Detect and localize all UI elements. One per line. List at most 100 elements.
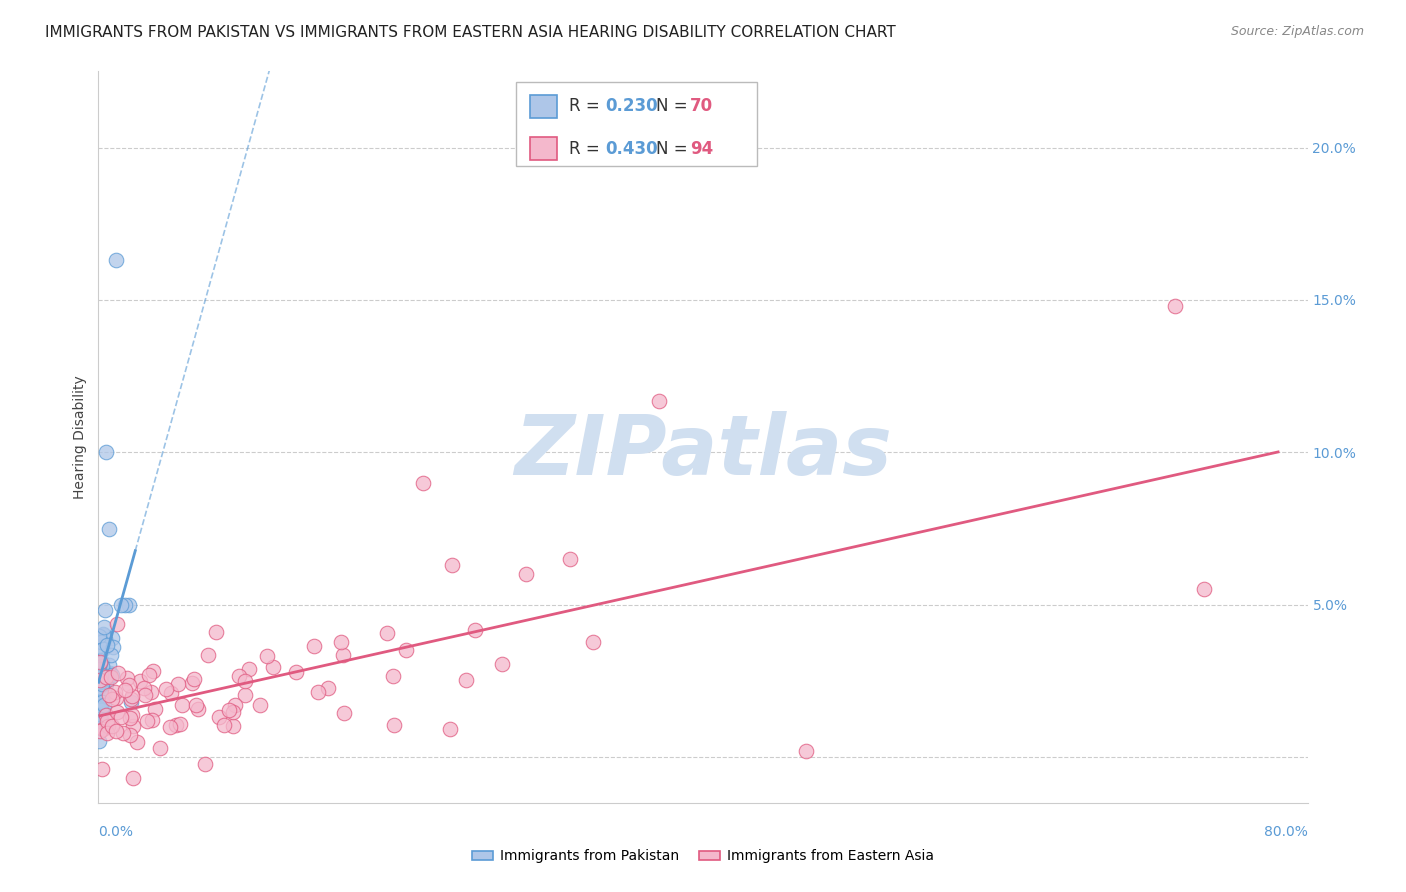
Point (91, 661, 114, 675)
Point (89, 723, 111, 738)
Point (97, 521, 120, 535)
Point (90, 657, 112, 671)
Point (105, 705, 128, 719)
Point (89, 721, 111, 735)
Point (90, 655, 112, 669)
Point (87, 639, 110, 653)
Point (90, 662, 112, 676)
Point (136, 714, 159, 728)
Point (412, 475, 434, 490)
Point (132, 681, 155, 695)
Point (142, 664, 165, 678)
Point (91, 677, 114, 691)
Point (107, 666, 129, 681)
Point (110, 710, 132, 724)
Point (159, 686, 181, 700)
Point (515, 567, 537, 582)
Point (114, 683, 136, 698)
Point (101, 668, 124, 682)
Point (262, 659, 284, 673)
Point (233, 673, 256, 688)
Point (93, 620, 115, 634)
Point (89, 688, 111, 702)
Point (90, 659, 112, 673)
Text: 94: 94 (690, 139, 713, 158)
Point (91, 642, 114, 657)
Point (441, 558, 464, 573)
Point (90, 702, 112, 716)
Point (89, 667, 111, 681)
Point (90, 684, 112, 698)
Point (204, 624, 226, 639)
Point (91, 655, 114, 669)
Point (104, 724, 127, 739)
Point (94, 677, 117, 691)
Point (89, 653, 111, 667)
Point (96, 670, 118, 684)
Point (167, 677, 190, 691)
Point (121, 690, 143, 704)
Point (90, 695, 112, 709)
Point (96, 669, 118, 683)
Point (91, 685, 114, 699)
Point (120, 711, 142, 725)
Point (89, 629, 111, 643)
Point (89, 674, 111, 689)
Point (93, 632, 115, 646)
Point (464, 623, 486, 637)
Text: 80.0%: 80.0% (1264, 825, 1308, 838)
Point (89, 670, 111, 684)
FancyBboxPatch shape (530, 136, 557, 161)
Text: 0.0%: 0.0% (98, 825, 134, 838)
Point (103, 640, 125, 655)
Y-axis label: Hearing Disability: Hearing Disability (73, 376, 87, 499)
Point (93, 628, 115, 642)
Point (332, 648, 354, 663)
Point (114, 598, 136, 612)
Point (1194, 582, 1216, 597)
Text: N =: N = (655, 139, 693, 158)
Text: N =: N = (655, 97, 693, 115)
Point (100, 631, 122, 645)
Point (90, 714, 112, 728)
Point (120, 695, 142, 709)
Point (110, 598, 132, 612)
Point (249, 698, 271, 712)
Point (316, 681, 339, 695)
Point (169, 716, 191, 731)
Point (91, 627, 114, 641)
Text: ZIPatlas: ZIPatlas (515, 411, 891, 492)
Point (235, 688, 257, 702)
Text: Source: ZipAtlas.com: Source: ZipAtlas.com (1230, 25, 1364, 38)
Point (89, 634, 111, 648)
Point (187, 702, 209, 716)
Point (285, 665, 308, 680)
Point (134, 688, 156, 702)
Point (382, 718, 405, 732)
Point (94, 603, 117, 617)
Point (89, 678, 111, 692)
Point (90, 657, 112, 671)
Point (105, 617, 128, 632)
Point (105, 253, 128, 268)
Point (332, 706, 354, 720)
Point (382, 669, 405, 683)
Point (89, 698, 111, 712)
Point (90, 711, 112, 725)
Point (224, 698, 246, 712)
Point (89, 655, 111, 669)
Point (238, 662, 260, 676)
Point (93, 684, 115, 698)
Point (454, 673, 477, 687)
FancyBboxPatch shape (530, 95, 557, 118)
Point (560, 552, 582, 566)
FancyBboxPatch shape (516, 82, 758, 167)
Point (87, 712, 110, 726)
Legend: Immigrants from Pakistan, Immigrants from Eastern Asia: Immigrants from Pakistan, Immigrants fro… (467, 844, 939, 869)
Point (89, 664, 111, 678)
Point (89, 657, 111, 671)
Point (104, 691, 127, 706)
Text: 70: 70 (690, 97, 713, 115)
Point (159, 720, 181, 734)
Point (208, 710, 231, 724)
